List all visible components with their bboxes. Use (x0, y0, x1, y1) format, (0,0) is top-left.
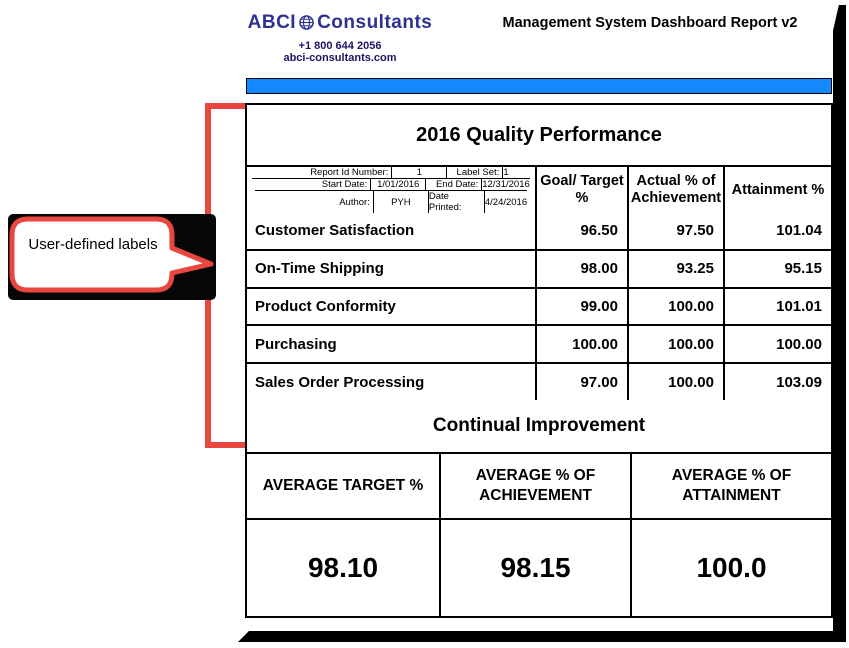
attainment-value: 95.15 (723, 250, 831, 287)
company-phone: +1 800 644 2056 (298, 40, 382, 52)
meta-label: End Date: (425, 179, 481, 190)
brand-name-left: ABCI (247, 12, 297, 33)
annotation-bracket-top (205, 103, 245, 109)
actual-value: 100.00 (627, 364, 723, 400)
table-row: Sales Order Processing 97.00 100.00 103.… (247, 362, 831, 400)
actual-value: 93.25 (627, 250, 723, 287)
meta-row: Author: PYH Date Printed: 4/24/2016 (254, 190, 528, 213)
table-row: On-Time Shipping 98.00 93.25 95.15 (247, 248, 831, 287)
metric-name: Sales Order Processing (255, 373, 425, 391)
attainment-value: 103.09 (723, 364, 831, 400)
metric-name: Purchasing (255, 335, 337, 353)
meta-value: 1/01/2016 (370, 179, 425, 190)
callout-label: User-defined labels (28, 236, 158, 253)
meta-row: Report Id Number: 1 Label Set: 1 (273, 167, 509, 178)
meta-label: Report Id Number: (310, 167, 389, 178)
callout-bubble-shape (9, 216, 214, 293)
report-data-rows: Customer Satisfaction 96.50 97.50 101.04… (247, 213, 831, 400)
document-title: Management System Dashboard Report v2 (502, 15, 798, 31)
table-row: Product Conformity 99.00 100.00 101.01 (247, 286, 831, 325)
actual-value: 100.00 (627, 326, 723, 363)
meta-value: 1 (502, 167, 509, 178)
table-row: Customer Satisfaction 96.50 97.50 101.04 (247, 213, 831, 249)
column-header-goal-target: Goal/ Target % (535, 167, 627, 213)
page-shadow-bottom (238, 631, 846, 642)
meta-value: PYH (372, 191, 428, 213)
company-logo: ABCI Consultants (240, 12, 440, 36)
report-header-row: Report Id Number: 1 Label Set: 1 Start D… (247, 165, 831, 213)
meta-row: Start Date: 1/01/2016 End Date: 12/31/20… (252, 178, 530, 190)
attainment-value: 100.00 (723, 326, 831, 363)
goal-value: 99.00 (535, 288, 627, 325)
metric-name: Product Conformity (255, 297, 396, 315)
annotation-bracket-bottom (205, 442, 245, 448)
metric-name: On-Time Shipping (255, 260, 384, 278)
table-row: Purchasing 100.00 100.00 100.00 (247, 324, 831, 363)
actual-value: 100.00 (627, 288, 723, 325)
globe-icon (299, 14, 314, 36)
actual-value: 97.50 (627, 213, 723, 249)
report-meta-table: Report Id Number: 1 Label Set: 1 Start D… (247, 167, 535, 213)
company-website: abci-consultants.com (283, 52, 397, 64)
goal-value: 98.00 (535, 250, 627, 287)
report-title: 2016 Quality Performance (416, 123, 662, 146)
goal-value: 96.50 (535, 213, 627, 249)
page-shadow-right (833, 5, 846, 642)
summary-value-average-achievement: 98.15 (439, 520, 630, 616)
letterhead: ABCI Consultants +1 800 644 2056 abci-con… (240, 12, 440, 64)
section-title-continual-improvement: Continual Improvement (432, 415, 646, 436)
metric-name: Customer Satisfaction (255, 222, 415, 240)
callout-user-defined-labels: User-defined labels (8, 214, 216, 300)
report-table: 2016 Quality Performance Report Id Numbe… (245, 103, 833, 618)
meta-label: Start Date: (321, 179, 368, 190)
meta-value: 12/31/2016 (481, 179, 530, 190)
meta-value: 4/24/2016 (483, 191, 527, 213)
summary-value-average-target: 98.10 (307, 552, 379, 583)
meta-value: 1 (391, 167, 446, 178)
summary-header-average-achievement: AVERAGE % OF ACHIEVEMENT (439, 454, 630, 518)
summary-value-average-attainment: 100.0 (630, 520, 831, 616)
summary-header-row: AVERAGE TARGET % AVERAGE % OF ACHIEVEMEN… (247, 452, 831, 518)
meta-label: Date Printed: (427, 191, 484, 213)
attainment-value: 101.01 (723, 288, 831, 325)
meta-label: Label Set: (446, 167, 502, 178)
summary-values-row: 98.10 98.15 100.0 (247, 518, 831, 616)
column-header-attainment: Attainment % (723, 167, 831, 213)
attainment-value: 101.04 (723, 213, 831, 249)
summary-header-average-target: AVERAGE TARGET % (262, 477, 424, 494)
goal-value: 97.00 (535, 364, 627, 400)
column-header-actual-achievement: Actual % of Achievement (627, 167, 723, 213)
summary-header-average-attainment: AVERAGE % OF ATTAINMENT (630, 454, 831, 518)
blue-separator-bar (246, 78, 832, 94)
brand-name-right: Consultants (317, 12, 433, 33)
meta-label: Author: (339, 196, 370, 208)
goal-value: 100.00 (535, 326, 627, 363)
